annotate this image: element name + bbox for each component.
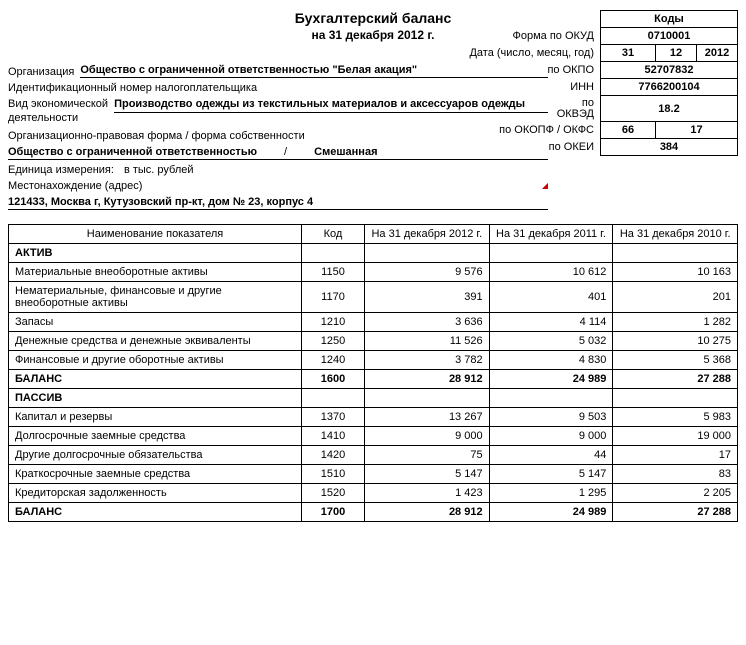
table-row: Запасы12103 6364 1141 282 (9, 312, 738, 331)
row-value: 5 147 (365, 464, 490, 483)
th-2010: На 31 декабря 2010 г. (613, 224, 738, 243)
row-name: Краткосрочные заемные средства (9, 464, 302, 483)
th-2011: На 31 декабря 2011 г. (489, 224, 613, 243)
row-value: 5 032 (489, 331, 613, 350)
row-value: 10 275 (613, 331, 738, 350)
code-okei: 384 (601, 139, 738, 156)
label-address: Местонахождение (адрес) (8, 180, 148, 192)
balance-table: Наименование показателя Код На 31 декабр… (8, 224, 738, 522)
row-value: 19 000 (613, 426, 738, 445)
row-value: 1 282 (613, 312, 738, 331)
row-code: 1510 (302, 464, 365, 483)
row-value: 5 147 (489, 464, 613, 483)
row-name: Долгосрочные заемные средства (9, 426, 302, 445)
label-okved: поОКВЭД (463, 96, 600, 122)
row-code: 1170 (302, 281, 365, 312)
row-name: Запасы (9, 312, 302, 331)
row-code: 1150 (302, 262, 365, 281)
row-value: 9 000 (489, 426, 613, 445)
row-value: 1 423 (365, 483, 490, 502)
row-value: 4 114 (489, 312, 613, 331)
row-value: 83 (613, 464, 738, 483)
marker-icon: ◢ (542, 181, 548, 190)
row-value: 401 (489, 281, 613, 312)
row-value: 201 (613, 281, 738, 312)
row-name: Материальные внеоборотные активы (9, 262, 302, 281)
row-code: 1370 (302, 407, 365, 426)
th-2012: На 31 декабря 2012 г. (365, 224, 490, 243)
row-name: Другие долгосрочные обязательства (9, 445, 302, 464)
table-row: Другие долгосрочные обязательства1420754… (9, 445, 738, 464)
row-value: 2 205 (613, 483, 738, 502)
row-value: 1 295 (489, 483, 613, 502)
value-address: 121433, Москва г, Кутузовский пр-кт, дом… (8, 196, 548, 210)
label-okud: Форма по ОКУД (463, 28, 600, 45)
row-value: 17 (613, 445, 738, 464)
code-date-y: 2012 (697, 45, 738, 62)
row-name: Финансовые и другие оборотные активы (9, 350, 302, 369)
table-row: Материальные внеоборотные активы11509 57… (9, 262, 738, 281)
balance-row: БАЛАНС160028 91224 98927 288 (9, 369, 738, 388)
row-value: 3 636 (365, 312, 490, 331)
table-row: Денежные средства и денежные эквиваленты… (9, 331, 738, 350)
row-value: 5 983 (613, 407, 738, 426)
code-okpo: 52707832 (601, 62, 738, 79)
code-okud: 0710001 (601, 28, 738, 45)
row-name: Кредиторская задолженность (9, 483, 302, 502)
balance-row: БАЛАНС170028 91224 98927 288 (9, 502, 738, 521)
label-inn: ИНН (463, 79, 600, 96)
codes-box: Коды Форма по ОКУД 0710001 Дата (число, … (463, 10, 738, 156)
code-date-m: 12 (656, 45, 697, 62)
row-value: 9 000 (365, 426, 490, 445)
th-name: Наименование показателя (9, 224, 302, 243)
code-date-d: 31 (601, 45, 656, 62)
table-row: Краткосрочные заемные средства15105 1475… (9, 464, 738, 483)
row-value: 3 782 (365, 350, 490, 369)
row-value: 13 267 (365, 407, 490, 426)
row-code: 1520 (302, 483, 365, 502)
value-unit: в тыс. рублей (120, 164, 200, 176)
table-row: Финансовые и другие оборотные активы1240… (9, 350, 738, 369)
row-value: 4 830 (489, 350, 613, 369)
section-header: ПАССИВ (9, 388, 302, 407)
table-row: Кредиторская задолженность15201 4231 295… (9, 483, 738, 502)
code-okved: 18.2 (601, 96, 738, 122)
row-name: Капитал и резервы (9, 407, 302, 426)
label-activity: Вид экономическойдеятельности (8, 98, 114, 126)
row-value: 75 (365, 445, 490, 464)
row-code: 1250 (302, 331, 365, 350)
row-value: 9 576 (365, 262, 490, 281)
codes-header: Коды (601, 11, 738, 28)
label-unit: Единица измерения: (8, 164, 120, 176)
label-date: Дата (число, месяц, год) (463, 45, 600, 62)
label-okei: по ОКЕИ (463, 139, 600, 156)
row-name: Нематериальные, финансовые и другие внео… (9, 281, 302, 312)
row-value: 5 368 (613, 350, 738, 369)
row-value: 10 163 (613, 262, 738, 281)
row-code: 1240 (302, 350, 365, 369)
row-value: 391 (365, 281, 490, 312)
row-value: 9 503 (489, 407, 613, 426)
code-okfs: 17 (656, 122, 738, 139)
label-okpo: по ОКПО (463, 62, 600, 79)
code-okopf: 66 (601, 122, 656, 139)
row-name: Денежные средства и денежные эквиваленты (9, 331, 302, 350)
row-value: 10 612 (489, 262, 613, 281)
row-value: 44 (489, 445, 613, 464)
row-value: 11 526 (365, 331, 490, 350)
table-row: Долгосрочные заемные средства14109 0009 … (9, 426, 738, 445)
row-code: 1420 (302, 445, 365, 464)
label-org: Организация (8, 66, 80, 78)
code-inn: 7766200104 (601, 79, 738, 96)
table-row: Нематериальные, финансовые и другие внео… (9, 281, 738, 312)
table-row: Капитал и резервы137013 2679 5035 983 (9, 407, 738, 426)
label-okopf-okfs: по ОКОПФ / ОКФС (463, 122, 600, 139)
section-header: АКТИВ (9, 243, 302, 262)
th-code: Код (302, 224, 365, 243)
row-code: 1410 (302, 426, 365, 445)
row-code: 1210 (302, 312, 365, 331)
